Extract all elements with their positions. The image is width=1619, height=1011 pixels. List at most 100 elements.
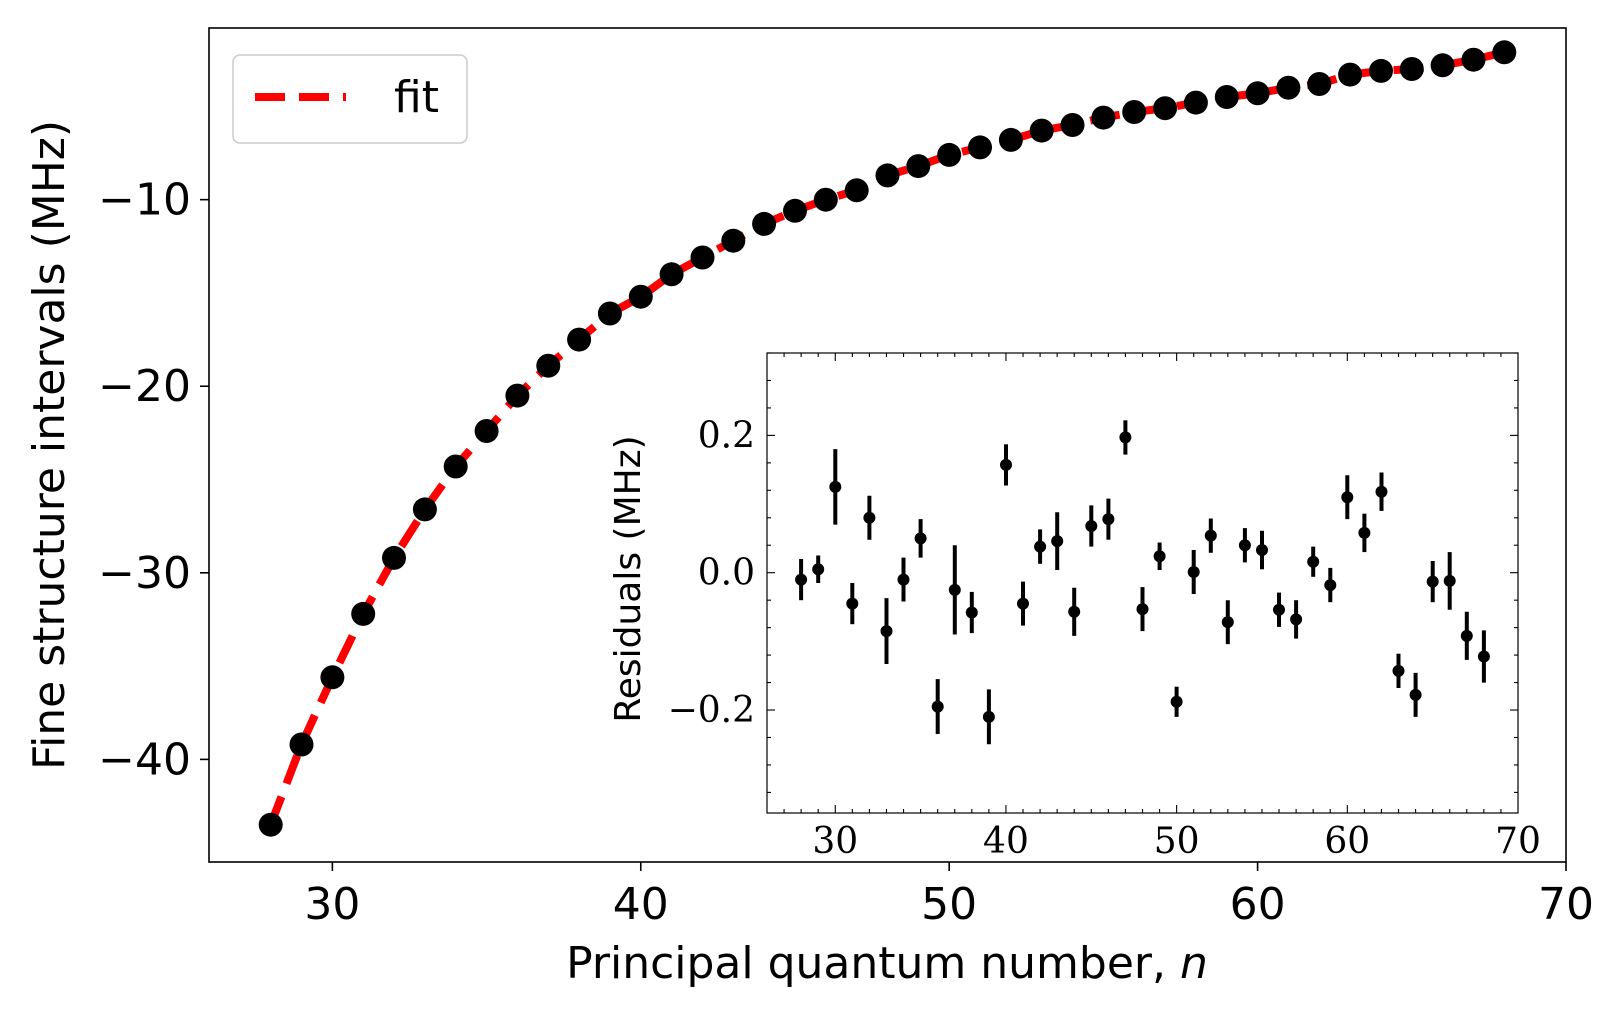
inset-y-axis-label: Residuals (MHz) — [608, 435, 649, 722]
inset-x-tick-label: 30 — [812, 821, 858, 862]
residual-point — [1392, 664, 1405, 677]
data-point — [1399, 57, 1424, 81]
residual-point — [1443, 574, 1456, 587]
main-series-layer — [258, 40, 1517, 837]
residual-point — [1102, 513, 1115, 526]
inset-x-tick-label: 70 — [1495, 821, 1541, 862]
residual-point — [1170, 695, 1183, 708]
main-x-tick-label: 40 — [613, 879, 669, 930]
data-point — [1245, 81, 1270, 106]
residual-point — [1017, 597, 1029, 610]
data-point — [1029, 118, 1054, 143]
inset-background — [767, 353, 1518, 813]
residual-point — [965, 606, 978, 619]
main-x-axis-label: Principal quantum number, n — [566, 938, 1208, 989]
residual-point — [1034, 540, 1047, 553]
residual-point — [1238, 539, 1251, 552]
data-point — [1091, 105, 1116, 130]
inset-x-tick-label: 40 — [983, 821, 1029, 862]
data-point — [1461, 47, 1486, 72]
residual-point — [795, 573, 808, 586]
data-point — [474, 419, 499, 443]
residual-point — [880, 625, 893, 638]
main-x-tick-label: 50 — [921, 879, 977, 930]
data-point — [813, 187, 838, 212]
residual-point — [1153, 550, 1166, 563]
main-plot-frame — [208, 27, 1567, 863]
data-point — [690, 245, 715, 270]
main-plot: 30 40 50 60 70−40−30−20−10 Principal quantum… — [24, 27, 1594, 989]
residual-point — [1324, 579, 1337, 592]
data-point — [536, 353, 561, 378]
residual-point — [1341, 491, 1354, 504]
inset-y-tick-label: 0.0 — [698, 553, 755, 594]
residual-point — [982, 710, 995, 723]
data-point — [937, 142, 962, 167]
residual-point — [1426, 575, 1439, 588]
residual-point — [1051, 535, 1064, 548]
residual-point — [1256, 544, 1268, 556]
inset-x-tick-label: 50 — [1154, 821, 1200, 862]
residual-point — [1307, 555, 1320, 568]
residual-point — [1119, 431, 1132, 444]
data-point — [597, 301, 622, 326]
residual-point — [846, 597, 859, 610]
data-point — [351, 601, 376, 626]
main-ticks-layer: 30 40 50 60 70−40−30−20−10 — [98, 175, 1594, 930]
residual-point — [863, 511, 876, 524]
legend-box — [232, 54, 468, 144]
data-point — [443, 454, 468, 479]
inset-x-tick-label: 60 — [1324, 821, 1370, 862]
residual-point — [1000, 458, 1012, 471]
residual-point — [1068, 605, 1081, 618]
data-point — [1122, 100, 1147, 124]
residual-point — [1204, 529, 1217, 542]
data-point — [1307, 72, 1332, 96]
residual-point — [829, 480, 842, 493]
data-point — [1338, 62, 1363, 87]
data-point — [875, 163, 900, 188]
data-point — [289, 732, 314, 757]
residual-point — [914, 532, 927, 545]
data-point — [628, 284, 653, 309]
residual-point — [931, 700, 944, 713]
data-point — [1430, 53, 1455, 78]
inset-y-tick-label: −0.2 — [668, 690, 755, 731]
data-point — [844, 178, 869, 203]
data-point — [1060, 113, 1085, 137]
main-x-tick-label: 60 — [1230, 879, 1286, 930]
main-x-tick-label: 30 — [304, 879, 360, 930]
data-point — [1492, 40, 1517, 65]
data-point — [721, 228, 746, 253]
data-point — [567, 327, 592, 352]
legend: fit — [232, 54, 468, 144]
data-point — [998, 127, 1023, 152]
residual-point — [1187, 566, 1200, 578]
residual-point — [1409, 688, 1422, 701]
data-point — [1183, 90, 1208, 115]
main-y-tick-label: −10 — [98, 175, 191, 226]
data-point — [752, 211, 777, 236]
residual-point — [1290, 613, 1303, 626]
residual-point — [1136, 603, 1149, 616]
residual-point — [1375, 485, 1388, 498]
data-point — [320, 665, 345, 690]
inset-plot: 30 40 50 60 70 −0.2 0.0 0.2 Residuals (MHz) — [608, 352, 1541, 862]
legend-fit-label: fit — [394, 72, 439, 123]
data-point — [968, 135, 992, 160]
main-y-tick-label: −40 — [98, 734, 191, 785]
residual-point — [1477, 650, 1490, 663]
main-y-tick-label: −20 — [98, 361, 191, 412]
residual-point — [1460, 629, 1473, 642]
main-y-axis-label: Fine structure intervals (MHz) — [24, 120, 75, 770]
inset-series-layer — [795, 420, 1490, 745]
data-point — [1276, 75, 1301, 100]
data-point — [412, 497, 437, 522]
data-point — [382, 545, 406, 570]
residual-point — [1085, 520, 1098, 532]
residual-point — [1358, 526, 1371, 539]
data-point — [1153, 96, 1178, 121]
main-x-tick-label: 70 — [1538, 879, 1594, 930]
inset-plot-frame — [766, 352, 1519, 814]
